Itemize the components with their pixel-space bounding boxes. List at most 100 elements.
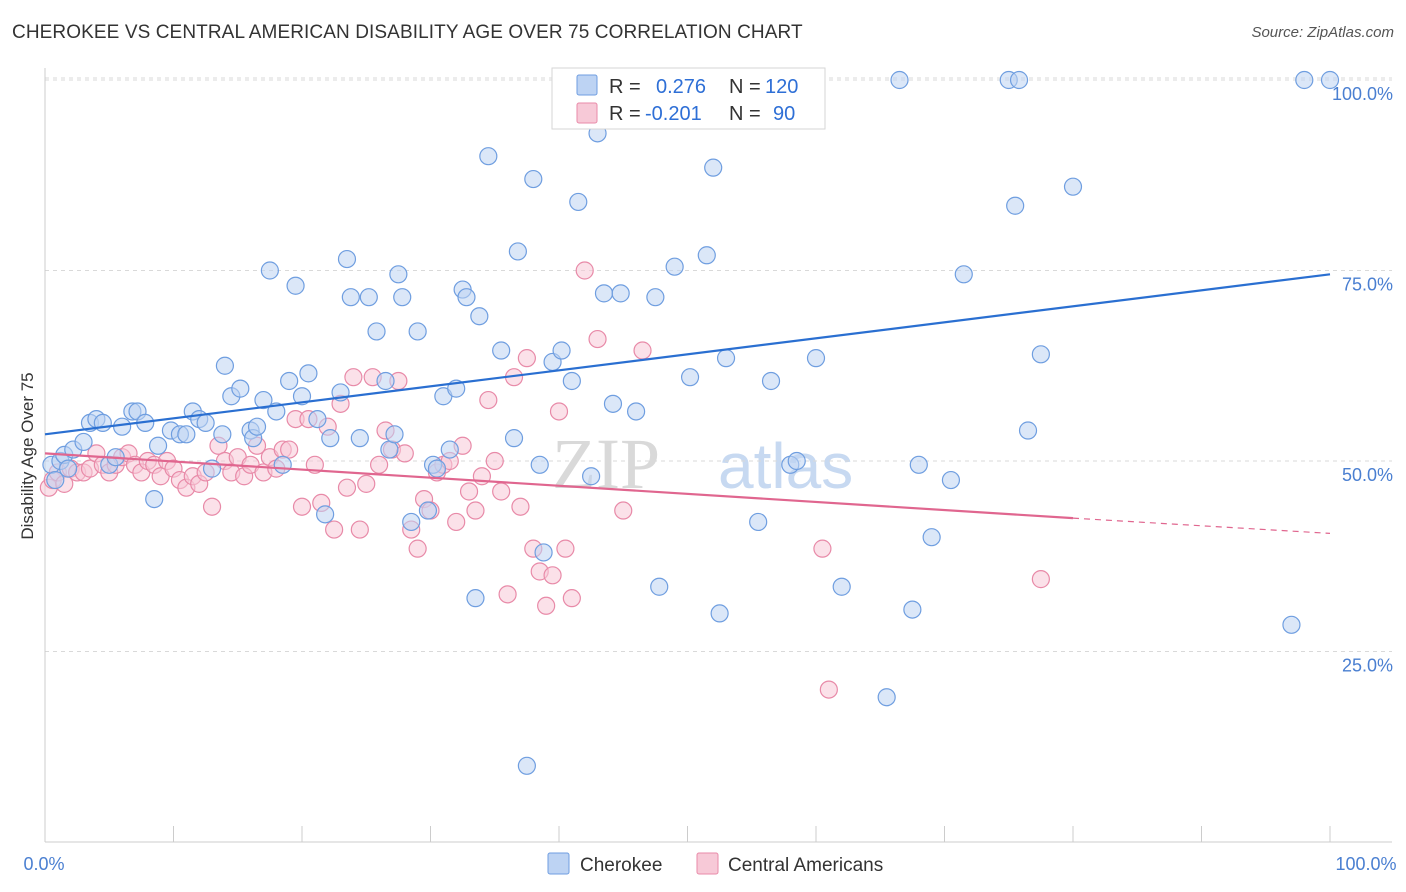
legend-n-value-1: 120 [765, 76, 798, 98]
cherokee-point [322, 430, 339, 447]
legend-n-value-2: 90 [773, 103, 795, 125]
cherokee-point [390, 266, 407, 283]
cherokee-point [368, 323, 385, 340]
cherokee-point [750, 513, 767, 530]
central-americans-point [281, 441, 298, 458]
cherokee-point [891, 72, 908, 89]
cherokee-point [711, 605, 728, 622]
bottom-legend-cherokee: Cherokee [580, 855, 662, 876]
cherokee-point [309, 411, 326, 428]
cherokee-point [441, 441, 458, 458]
central-americans-point [371, 456, 388, 473]
cherokee-point [493, 342, 510, 359]
cherokee-point [698, 247, 715, 264]
central-americans-point [557, 540, 574, 557]
cherokee-points [43, 72, 1339, 775]
cherokee-point [535, 544, 552, 561]
cherokee-point [904, 601, 921, 618]
central-americans-point [499, 586, 516, 603]
central-americans-point [634, 342, 651, 359]
central-americans-point [538, 597, 555, 614]
central-americans-point [589, 331, 606, 348]
cherokee-point [300, 365, 317, 382]
central-americans-trend-extension [1073, 518, 1330, 533]
cherokee-point [458, 289, 475, 306]
cherokee-point [788, 453, 805, 470]
cherokee-point [1032, 346, 1049, 363]
central-americans-point [409, 540, 426, 557]
cherokee-point [216, 357, 233, 374]
cherokee-point [467, 590, 484, 607]
central-americans-point [551, 403, 568, 420]
legend-r-value-2: -0.201 [645, 103, 702, 125]
scatter-chart: ZIP atlas Disability Age Over 75 0.0% 10… [0, 0, 1406, 892]
central-americans-point [294, 498, 311, 515]
central-americans-point [467, 502, 484, 519]
cherokee-point [525, 171, 542, 188]
cherokee-point [878, 689, 895, 706]
cherokee-point [146, 491, 163, 508]
central-americans-point [326, 521, 343, 538]
y-tick-label: 75.0% [1342, 275, 1393, 295]
cherokee-point [583, 468, 600, 485]
central-americans-point [814, 540, 831, 557]
cherokee-point [197, 414, 214, 431]
cherokee-point [923, 529, 940, 546]
y-tick-labels: 25.0% 50.0% 75.0% 100.0% [1332, 84, 1393, 676]
cherokee-point [705, 159, 722, 176]
cherokee-point [595, 285, 612, 302]
cherokee-point [509, 243, 526, 260]
cherokee-point [647, 289, 664, 306]
legend-swatch-cherokee [577, 75, 597, 95]
legend-r-value-1: 0.276 [656, 76, 706, 98]
bottom-legend: Cherokee Central Americans [548, 853, 883, 876]
cherokee-point [682, 369, 699, 386]
cherokee-point [1020, 422, 1037, 439]
cherokee-point [338, 251, 355, 268]
cherokee-point [287, 277, 304, 294]
cherokee-point [381, 441, 398, 458]
cherokee-point [718, 350, 735, 367]
cherokee-point [1283, 616, 1300, 633]
cherokee-point [178, 426, 195, 443]
cherokee-point [386, 426, 403, 443]
cherokee-point [281, 372, 298, 389]
central-americans-point [563, 590, 580, 607]
watermark: ZIP atlas [552, 424, 853, 504]
bottom-legend-swatch-central-americans [697, 853, 718, 874]
cherokee-point [763, 372, 780, 389]
cherokee-point [1065, 178, 1082, 195]
cherokee-point [570, 193, 587, 210]
legend-r-label-2: R = [609, 103, 641, 125]
legend: R = 0.276 N = 120 R = -0.201 N = 90 [552, 68, 825, 129]
central-americans-point [1032, 571, 1049, 588]
cherokee-trend-line [45, 274, 1330, 434]
cherokee-point [342, 289, 359, 306]
y-tick-label: 25.0% [1342, 656, 1393, 676]
central-americans-point [351, 521, 368, 538]
cherokee-point [506, 430, 523, 447]
legend-n-label-1: N = [729, 76, 761, 98]
central-americans-point [448, 513, 465, 530]
cherokee-point [651, 578, 668, 595]
cherokee-point [214, 426, 231, 443]
cherokee-point [480, 148, 497, 165]
cherokee-point [1011, 72, 1028, 89]
cherokee-point [1007, 197, 1024, 214]
central-americans-point [358, 475, 375, 492]
y-axis-title: Disability Age Over 75 [18, 372, 37, 539]
central-americans-point [512, 498, 529, 515]
legend-swatch-central-americans [577, 103, 597, 123]
cherokee-point [563, 372, 580, 389]
cherokee-point [409, 323, 426, 340]
x-tick-label-min: 0.0% [23, 854, 64, 874]
cherokee-point [531, 456, 548, 473]
central-americans-point [615, 502, 632, 519]
cherokee-point [150, 437, 167, 454]
cherokee-point [666, 258, 683, 275]
cherokee-point [261, 262, 278, 279]
cherokee-point [249, 418, 266, 435]
bottom-legend-swatch-cherokee [548, 853, 569, 874]
cherokee-point [910, 456, 927, 473]
trend-lines [45, 274, 1330, 533]
